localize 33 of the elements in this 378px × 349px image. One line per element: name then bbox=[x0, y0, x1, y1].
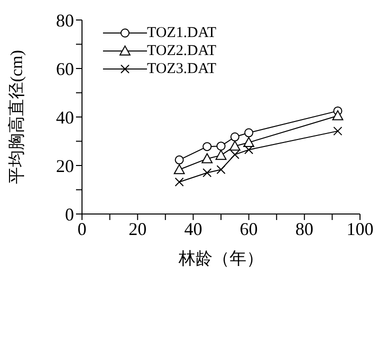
point bbox=[216, 150, 226, 160]
point bbox=[333, 126, 342, 136]
y-tick-label: 40 bbox=[56, 107, 74, 128]
y-tick-label: 80 bbox=[56, 10, 74, 30]
x-tick-label: 20 bbox=[128, 218, 147, 239]
point bbox=[174, 155, 184, 164]
y-tick-label: 60 bbox=[56, 58, 74, 79]
point bbox=[202, 142, 212, 152]
x-tick-label: 80 bbox=[295, 218, 314, 239]
x-tick-label: 60 bbox=[240, 218, 258, 239]
legend-label: TOZ1.DAT bbox=[147, 24, 216, 42]
point bbox=[244, 145, 254, 154]
x-tick-label: 100 bbox=[346, 218, 374, 239]
y-tick-label: 0 bbox=[65, 204, 74, 224]
point bbox=[216, 165, 226, 174]
point bbox=[174, 177, 184, 186]
legend-label: TOZ2.DAT bbox=[147, 42, 216, 60]
point bbox=[332, 110, 344, 120]
point bbox=[216, 142, 226, 151]
legend-label: TOZ3.DAT bbox=[147, 60, 216, 78]
point bbox=[244, 128, 254, 138]
y-axis-title: 平均胸高直径(cm) bbox=[7, 50, 26, 184]
point bbox=[229, 140, 240, 151]
point bbox=[230, 150, 240, 160]
point bbox=[243, 136, 254, 147]
point bbox=[174, 164, 185, 174]
x-tick-label: 40 bbox=[184, 218, 202, 239]
point bbox=[202, 168, 212, 178]
point bbox=[230, 132, 240, 142]
x-tick-label: 0 bbox=[78, 218, 86, 239]
x-axis-title: 林龄（年） bbox=[178, 249, 264, 268]
y-tick-label: 20 bbox=[56, 156, 74, 176]
point bbox=[202, 153, 213, 164]
